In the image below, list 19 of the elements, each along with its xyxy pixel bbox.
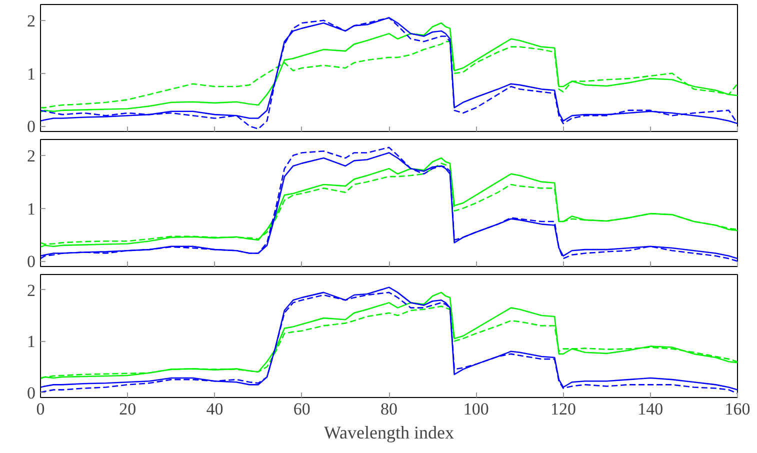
x-tick-label: 80 [380,400,398,418]
y-tick-label: 0 [27,117,36,136]
x-tick-label: 100 [463,400,489,418]
y-tick-label: 2 [27,11,36,30]
x-tick-label: 40 [206,400,224,418]
line-series [40,22,738,113]
x-tick-label: 140 [638,400,664,418]
y-tick-label: 0 [27,252,36,272]
y-tick-label: 1 [27,332,36,352]
x-tick-label: 60 [293,400,310,418]
y-tick-label: 2 [27,280,36,300]
y-tick-label: 2 [27,146,36,166]
x-tick-label: 120 [550,400,576,418]
x-tick-label: 160 [724,400,750,418]
x-tick-label: 20 [119,400,136,418]
x-axis-title: Wavelength index [324,422,454,442]
y-tick-label: 1 [27,64,36,84]
y-tick-label: 1 [27,199,36,218]
y-tick-label: 0 [27,383,36,402]
